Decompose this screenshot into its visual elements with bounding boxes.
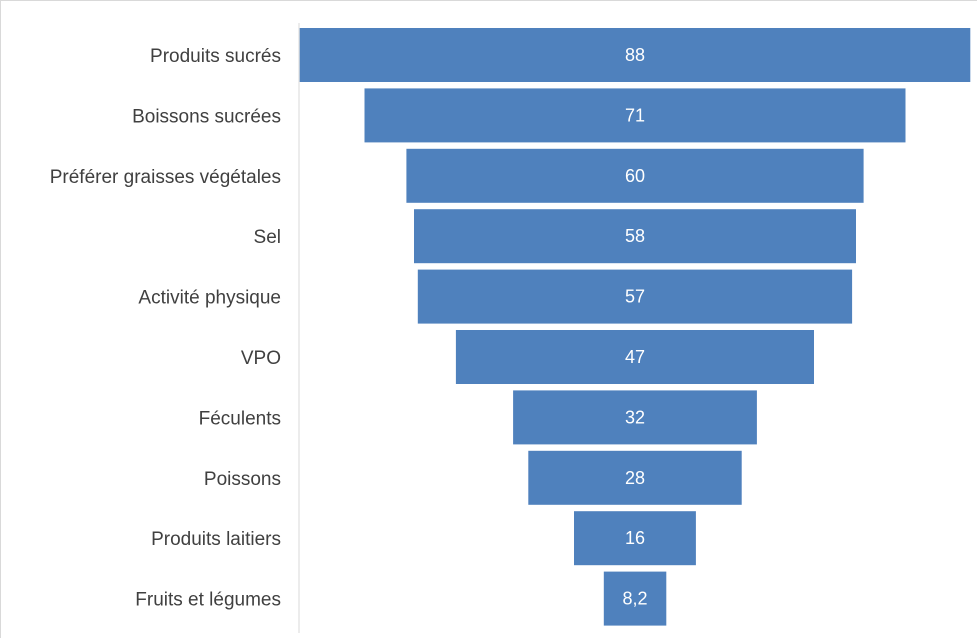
category-label-produits-sucres: Produits sucrés [150, 46, 281, 67]
labels-layer: 88 Produits sucrés 71 Boissons sucrées 60 Pré… [50, 45, 648, 611]
data-label-activite-physique: 57 [625, 287, 645, 307]
category-label-preferer-graisses-vegetales: Préférer graisses végétales [50, 167, 281, 188]
data-label-poissons: 28 [625, 468, 645, 488]
funnel-bar-preferer-graisses-vegetales [406, 148, 864, 203]
category-label-boissons-sucrees: Boissons sucrées [132, 106, 281, 127]
bars-layer [299, 28, 971, 626]
funnel-bar-feculents [513, 390, 757, 445]
funnel-bar-boissons-sucrees [364, 88, 906, 143]
data-label-preferer-graisses-vegetales: 60 [625, 166, 645, 186]
data-label-boissons-sucrees: 71 [625, 105, 645, 125]
data-label-vpo: 47 [625, 347, 645, 367]
category-label-fruits-et-legumes: Fruits et légumes [135, 590, 281, 611]
category-label-feculents: Féculents [199, 408, 281, 429]
funnel-bar-sel [414, 209, 856, 264]
data-label-sel: 58 [625, 226, 645, 246]
funnel-bar-produits-laitiers [574, 511, 696, 566]
data-label-produits-sucres: 88 [625, 45, 645, 65]
category-label-sel: Sel [254, 227, 281, 248]
funnel-bar-fruits-et-legumes [603, 571, 667, 626]
data-label-produits-laitiers: 16 [625, 528, 645, 548]
category-label-produits-laitiers: Produits laitiers [151, 529, 281, 550]
funnel-bar-vpo [455, 330, 814, 384]
funnel-bar-produits-sucres [299, 28, 971, 82]
data-label-fruits-et-legumes: 8,2 [622, 589, 647, 609]
funnel-bar-poissons [528, 450, 742, 505]
category-label-vpo: VPO [241, 348, 281, 369]
data-label-feculents: 32 [625, 407, 645, 427]
category-label-activite-physique: Activité physique [138, 288, 281, 309]
funnel-bar-activite-physique [417, 269, 853, 324]
category-label-poissons: Poissons [204, 469, 281, 490]
